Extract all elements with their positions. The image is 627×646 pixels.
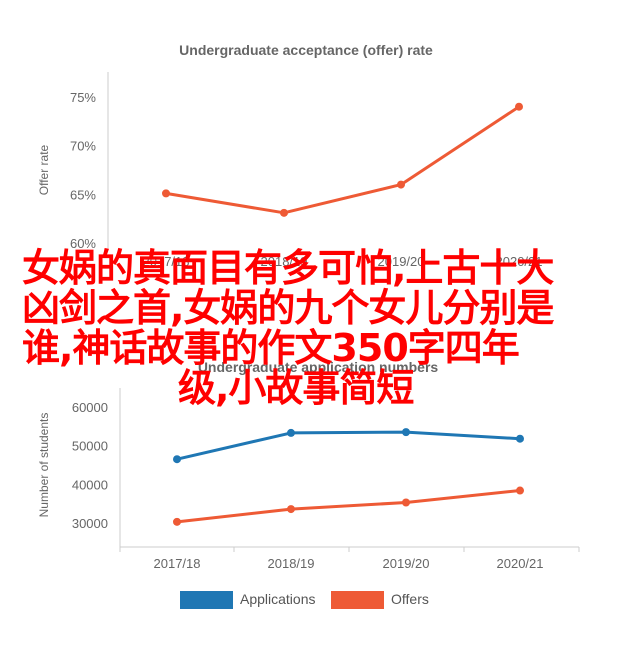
- y-tick-label: 50000: [72, 439, 108, 454]
- series-line: [176, 430, 521, 461]
- legend-item-applications[interactable]: Applications: [180, 591, 316, 609]
- y-tick-label: 40000: [72, 477, 108, 492]
- x-tick-label: 2019/20: [378, 254, 425, 269]
- data-point[interactable]: [173, 517, 181, 526]
- legend-item-offers[interactable]: Offers: [331, 591, 429, 609]
- acceptance-rate-chart: Undergraduate acceptance (offer) rate Of…: [37, 42, 543, 269]
- legend-label-applications: Applications: [240, 591, 316, 607]
- y-tick-label: 60000: [72, 400, 108, 415]
- data-point[interactable]: [516, 434, 524, 443]
- data-point[interactable]: [402, 428, 410, 437]
- applications-chart-title: Undergraduate application numbers: [198, 359, 439, 375]
- y-tick-label: 60%: [70, 236, 96, 251]
- legend-swatch-applications: [180, 591, 233, 609]
- legend-label-offers: Offers: [391, 591, 429, 607]
- series-line: [176, 489, 521, 524]
- data-point[interactable]: [162, 189, 170, 198]
- data-point[interactable]: [515, 102, 523, 111]
- overlay-line-1: 女娲的真面目有多可怕,上古十大: [22, 246, 554, 290]
- data-point[interactable]: [287, 505, 295, 514]
- x-tick-label: 2017/18: [154, 556, 201, 571]
- x-tick-label: 2017/18: [143, 254, 190, 269]
- data-point[interactable]: [280, 208, 288, 217]
- x-tick-label: 2019/20: [383, 556, 430, 571]
- acceptance-chart-title: Undergraduate acceptance (offer) rate: [179, 42, 433, 58]
- overlay-headline: 女娲的真面目有多可怕,上古十大 凶剑之首,女娲的九个女儿分别是 谁,神话故事的作…: [0, 248, 627, 408]
- applications-y-axis-title: Number of students: [37, 413, 51, 518]
- overlay-line-2: 凶剑之首,女娲的九个女儿分别是: [22, 286, 554, 330]
- legend: Applications Offers: [180, 591, 429, 609]
- data-point[interactable]: [402, 498, 410, 507]
- data-point[interactable]: [287, 428, 295, 437]
- y-tick-label: 70%: [70, 139, 96, 154]
- acceptance-y-axis-title: Offer rate: [37, 144, 51, 195]
- overlay-line-3: 谁,神话故事的作文350字四年: [22, 326, 520, 370]
- data-point[interactable]: [173, 455, 181, 464]
- overlay-line-4: 级,小故事简短: [178, 366, 414, 410]
- x-tick-label: 2020/21: [496, 254, 543, 269]
- series-line: [165, 105, 520, 215]
- data-point[interactable]: [397, 180, 405, 189]
- legend-swatch-offers: [331, 591, 384, 609]
- x-tick-label: 2018/19: [261, 254, 308, 269]
- y-tick-label: 65%: [70, 187, 96, 202]
- data-point[interactable]: [516, 486, 524, 495]
- x-tick-label: 2018/19: [268, 556, 315, 571]
- x-tick-label: 2020/21: [497, 556, 544, 571]
- application-numbers-chart: Undergraduate application numbers Number…: [37, 359, 580, 609]
- y-tick-label: 30000: [72, 516, 108, 531]
- y-tick-label: 75%: [70, 90, 96, 105]
